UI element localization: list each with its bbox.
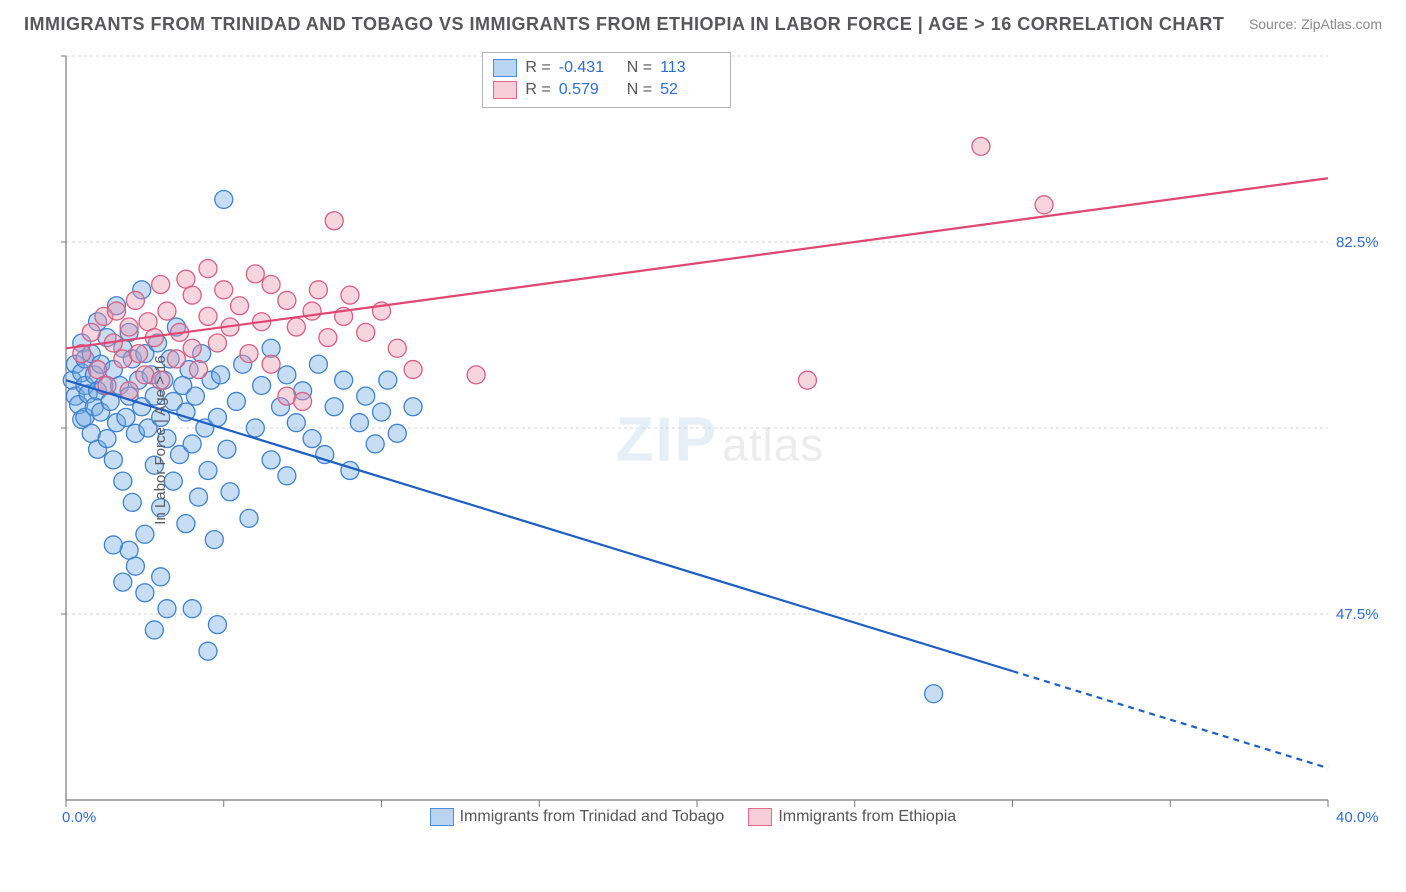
scatter-chart-svg: 47.5% 82.5% 0.0% 40.0% xyxy=(60,50,1380,830)
legend-swatch xyxy=(748,808,772,826)
y-axis-label: In Labor Force | Age > 16 xyxy=(152,355,169,524)
stats-r-label: R = xyxy=(525,81,550,99)
svg-text:0.0%: 0.0% xyxy=(62,809,96,826)
svg-text:47.5%: 47.5% xyxy=(1336,606,1379,623)
stats-legend-row: R = 0.579 N = 52 xyxy=(493,79,720,101)
chart-plot-area: In Labor Force | Age > 16 47.5% 82.5% 0.0%… xyxy=(60,50,1380,830)
svg-text:40.0%: 40.0% xyxy=(1336,809,1379,826)
stats-r-value: 0.579 xyxy=(559,81,619,99)
legend-item: Immigrants from Ethiopia xyxy=(748,808,956,826)
legend-swatch xyxy=(430,808,454,826)
stats-r-value: -0.431 xyxy=(559,59,619,77)
stats-n-value: 113 xyxy=(660,59,720,77)
legend-label: Immigrants from Trinidad and Tobago xyxy=(460,808,725,825)
legend-swatch xyxy=(493,59,517,77)
source-attribution: Source: ZipAtlas.com xyxy=(1249,16,1382,32)
stats-n-label: N = xyxy=(627,59,652,77)
series-trinidad xyxy=(63,190,942,702)
chart-title: IMMIGRANTS FROM TRINIDAD AND TOBAGO VS I… xyxy=(24,14,1224,35)
series-legend: Immigrants from Trinidad and Tobago Immig… xyxy=(430,808,957,826)
stats-n-label: N = xyxy=(627,81,652,99)
correlation-stats-legend: R = -0.431 N = 113 R = 0.579 N = 52 xyxy=(482,52,731,108)
legend-item: Immigrants from Trinidad and Tobago xyxy=(430,808,725,826)
legend-label: Immigrants from Ethiopia xyxy=(778,808,956,825)
svg-text:82.5%: 82.5% xyxy=(1336,234,1379,251)
legend-swatch xyxy=(493,81,517,99)
stats-n-value: 52 xyxy=(660,81,720,99)
stats-legend-row: R = -0.431 N = 113 xyxy=(493,57,720,79)
stats-r-label: R = xyxy=(525,59,550,77)
